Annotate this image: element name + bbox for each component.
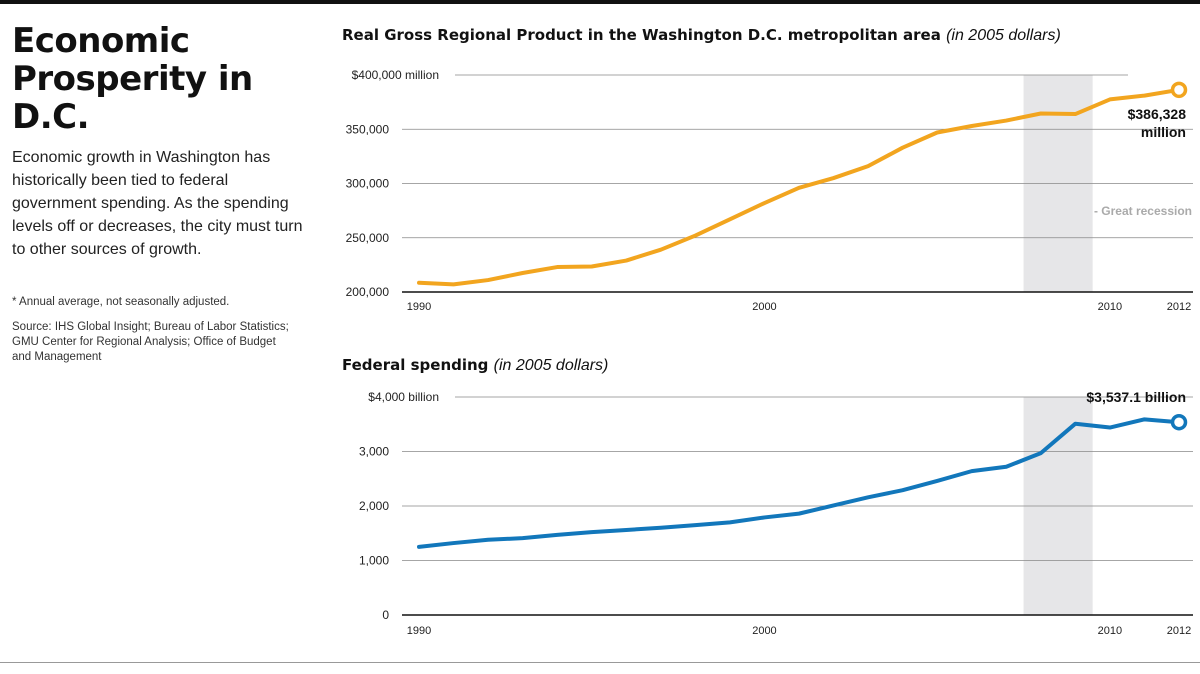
federal-end-value-label: $3,537.1 billion (1086, 389, 1186, 405)
gdp-end-point (1170, 81, 1188, 99)
source-note: Source: IHS Global Insight; Bureau of La… (12, 321, 289, 363)
federal-chart-title-text: Federal spending (342, 356, 489, 374)
gdp-recession-label: - Great recession (1094, 204, 1192, 218)
gdp-x-tick-label: 2010 (1098, 301, 1122, 313)
gdp-x-tick-label: 2000 (752, 301, 776, 313)
federal-x-tick-label: 2010 (1098, 625, 1122, 637)
bottom-rule (0, 662, 1200, 663)
gdp-y-tick-label: 200,000 (346, 285, 390, 299)
federal-y-tick-label: 2,000 (359, 499, 389, 513)
gdp-y-tick-label: 300,000 (346, 177, 390, 191)
gdp-y-tick-label: $400,000 million (352, 68, 439, 82)
federal-y-tick-label: $4,000 billion (368, 390, 439, 404)
gdp-chart-title-text: Real Gross Regional Product in the Washi… (342, 26, 941, 44)
sidebar: Economic Prosperity in D.C. Economic gro… (12, 22, 322, 261)
federal-series-line (417, 417, 1181, 549)
gdp-chart-title-unit: (in 2005 dollars) (946, 27, 1061, 44)
gdp-x-tick-label: 1990 (407, 301, 431, 313)
federal-y-tick-label: 0 (382, 608, 389, 622)
gdp-end-value-label: $386,328 (1128, 106, 1187, 122)
federal-x-tick-label: 2000 (752, 625, 776, 637)
federal-end-point (1170, 413, 1188, 431)
federal-chart-title: Federal spending (in 2005 dollars) (342, 356, 608, 375)
federal-x-tick-label: 1990 (407, 625, 431, 637)
gdp-series-line (417, 87, 1181, 287)
federal-y-tick-label: 1,000 (359, 554, 389, 568)
federal-chart-title-unit: (in 2005 dollars) (493, 357, 609, 374)
dek-text: Economic growth in Washington has histor… (12, 149, 303, 258)
gdp-y-tick-label: 350,000 (346, 122, 390, 136)
gdp-x-tick-label: 2012 (1167, 301, 1191, 313)
gdp-end-value-label: million (1141, 124, 1186, 140)
footnote: * Annual average, not seasonally adjuste… (12, 296, 230, 308)
top-rule (0, 0, 1200, 4)
federal-x-tick-label: 2012 (1167, 625, 1191, 637)
gdp-y-tick-label: 250,000 (346, 231, 390, 245)
headline: Economic Prosperity in D.C. (12, 21, 253, 137)
gdp-chart-title: Real Gross Regional Product in the Washi… (342, 26, 1061, 45)
federal-y-tick-label: 3,000 (359, 445, 389, 459)
